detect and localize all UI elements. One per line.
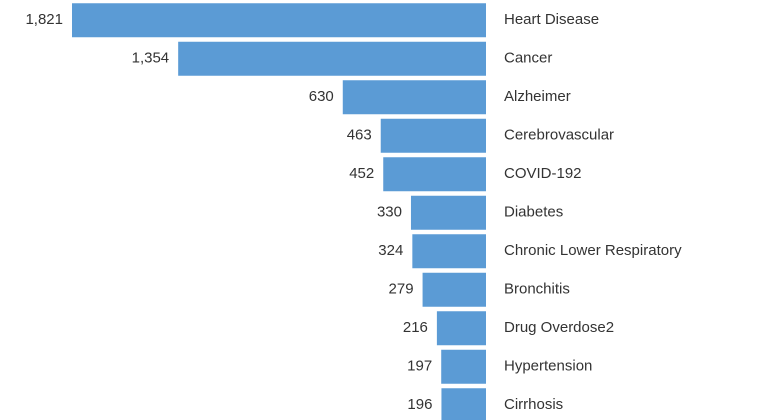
bar <box>383 157 486 192</box>
bar <box>72 3 486 38</box>
category-label: COVID-192 <box>504 165 582 182</box>
value-label: 196 <box>407 396 432 413</box>
category-label: Alzheimer <box>504 88 571 105</box>
value-label: 1,821 <box>25 11 63 28</box>
category-label: Cerebrovascular <box>504 127 614 144</box>
category-label: Bronchitis <box>504 281 570 298</box>
value-label: 216 <box>403 319 428 336</box>
category-label: Cancer <box>504 50 552 67</box>
category-label: Drug Overdose2 <box>504 319 614 336</box>
category-label: Chronic Lower Respiratory <box>504 242 682 259</box>
value-label: 197 <box>407 358 432 375</box>
category-label: Heart Disease <box>504 11 599 28</box>
bar <box>178 41 487 76</box>
value-label: 330 <box>377 204 402 221</box>
value-label: 324 <box>378 242 403 259</box>
bar <box>422 272 486 307</box>
bar <box>441 349 486 384</box>
category-label: Diabetes <box>504 204 563 221</box>
bar <box>412 234 486 269</box>
value-label: 1,354 <box>132 50 170 67</box>
value-label: 452 <box>349 165 374 182</box>
category-label: Hypertension <box>504 358 592 375</box>
value-label: 279 <box>389 281 414 298</box>
bar <box>410 195 486 230</box>
bar <box>436 311 486 346</box>
bar <box>441 388 486 420</box>
value-label: 463 <box>347 127 372 144</box>
value-label: 630 <box>309 88 334 105</box>
bar <box>380 118 486 153</box>
bar <box>342 80 486 115</box>
category-label: Cirrhosis <box>504 396 563 413</box>
